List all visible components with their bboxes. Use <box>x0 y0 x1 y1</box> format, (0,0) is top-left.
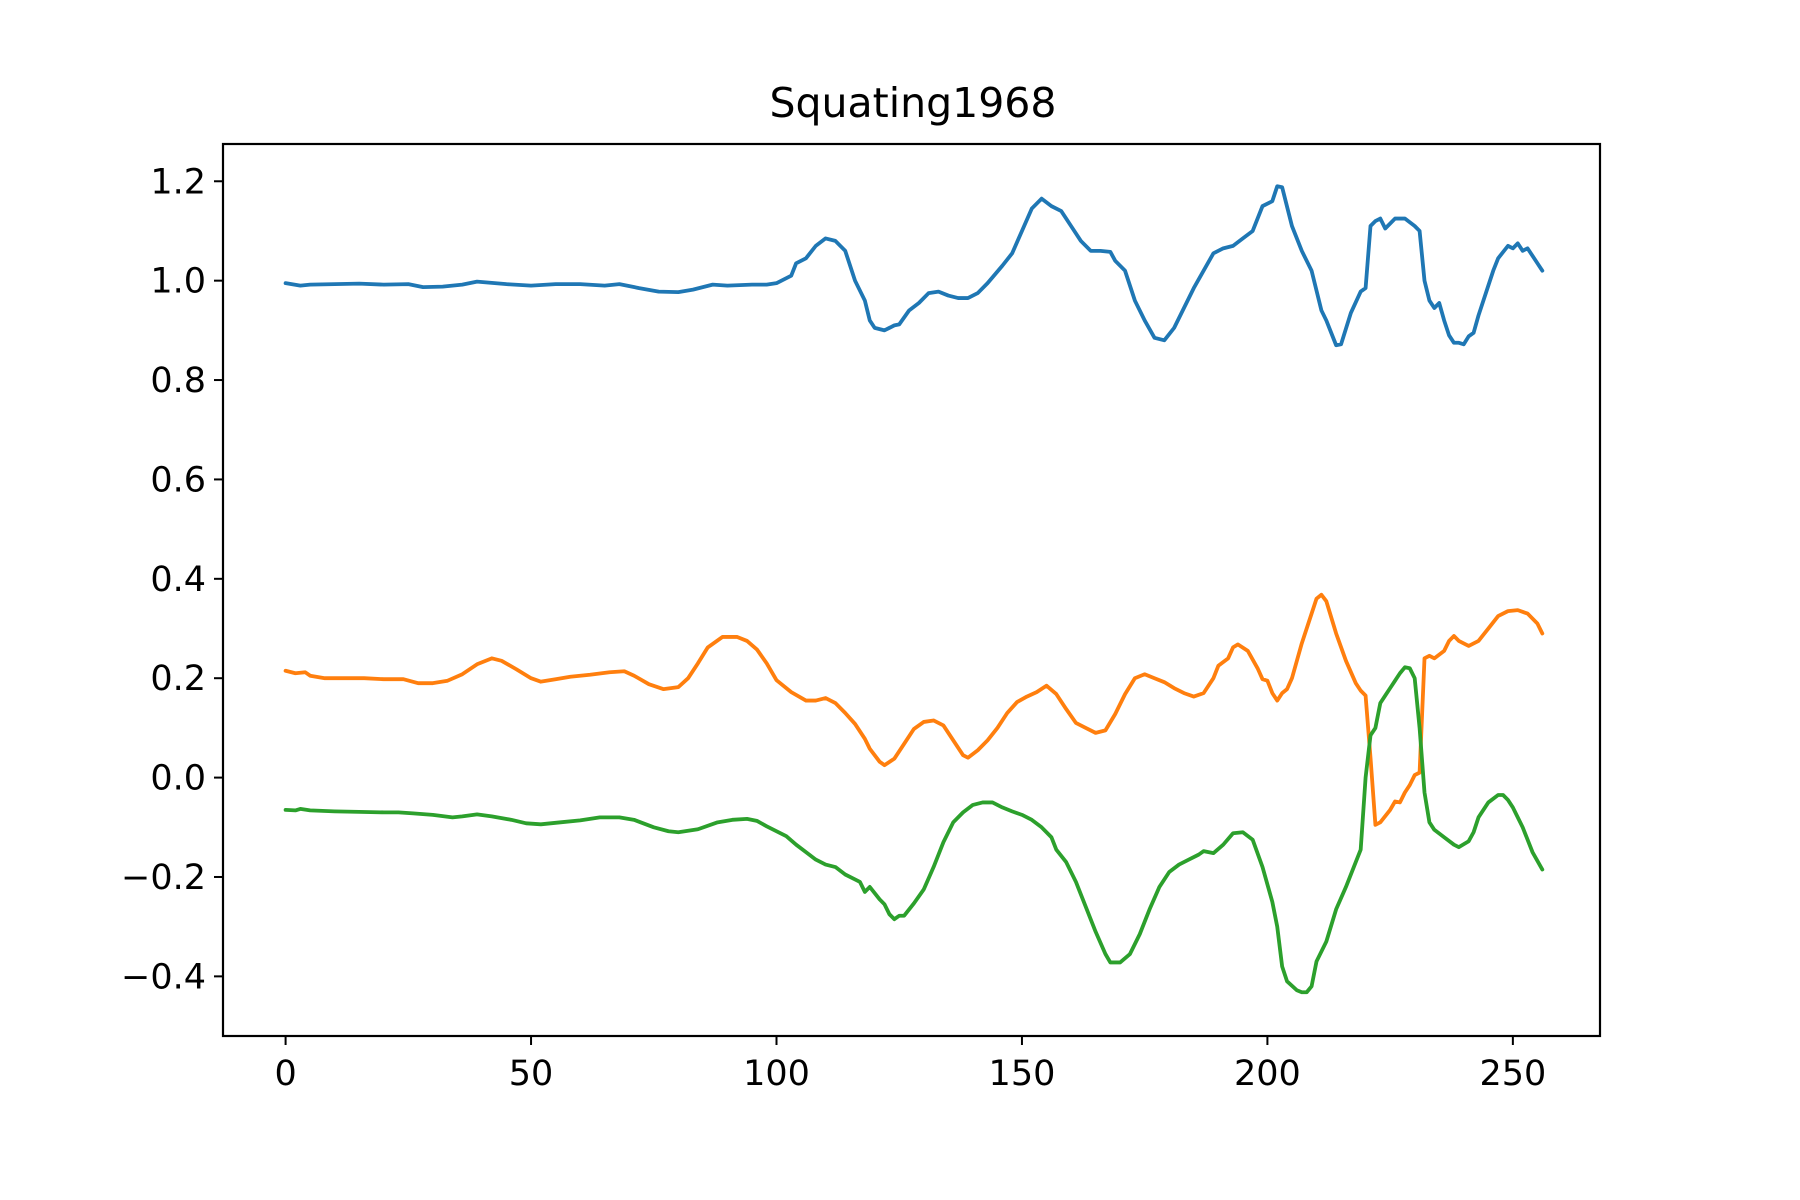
y-tick-label: −0.2 <box>121 858 206 898</box>
x-axis: 0 50 100 150 200 250 <box>274 1036 1546 1094</box>
y-tick-label: 0.4 <box>150 560 206 600</box>
y-tick-label: 0.2 <box>150 659 206 699</box>
y-tick-label: 0.0 <box>150 759 206 799</box>
series-layer <box>283 184 1545 995</box>
x-tick-label: 0 <box>274 1054 296 1094</box>
x-tick-label: 200 <box>1234 1054 1301 1094</box>
y-tick-label: 0.8 <box>150 361 206 401</box>
series-line-1 <box>283 184 1545 348</box>
x-tick-label: 50 <box>509 1054 554 1094</box>
chart-title: Squating1968 <box>770 79 1057 127</box>
plot-area <box>283 184 1545 995</box>
x-tick-label: 100 <box>743 1054 810 1094</box>
x-tick-label: 250 <box>1479 1054 1546 1094</box>
y-tick-label: −0.4 <box>121 957 206 997</box>
x-tick-label: 150 <box>989 1054 1056 1094</box>
y-tick-label: 1.0 <box>150 262 206 302</box>
axes-frame <box>221 142 1602 1038</box>
series-line-2 <box>283 592 1545 827</box>
y-axis: −0.4 −0.2 0.0 0.2 0.4 0.6 0.8 1.0 1.2 <box>121 162 223 997</box>
y-tick-label: 1.2 <box>150 162 206 202</box>
series-line-3 <box>283 665 1545 995</box>
y-tick-label: 0.6 <box>150 460 206 500</box>
